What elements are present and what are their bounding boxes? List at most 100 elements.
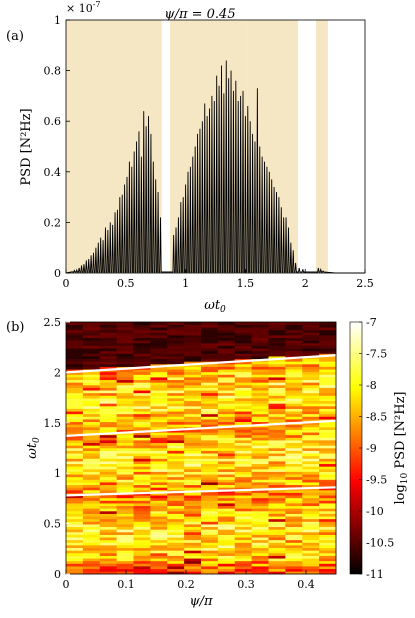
heatmap-cell xyxy=(167,421,185,425)
heatmap-cell xyxy=(167,461,185,465)
heatmap-cell xyxy=(133,374,151,378)
heatmap-cell xyxy=(66,526,84,530)
heatmap-cell xyxy=(99,513,117,517)
heatmap-cell xyxy=(82,379,101,383)
heatmap-cell xyxy=(217,487,236,491)
heatmap-cell xyxy=(251,398,269,402)
heatmap-cell xyxy=(82,329,101,333)
heatmap-cell xyxy=(99,411,117,415)
heatmap-cell xyxy=(150,329,168,333)
heatmap-cell xyxy=(285,539,303,543)
heatmap-cell xyxy=(302,379,320,383)
heatmap-cell xyxy=(133,379,151,383)
heatmap-cell xyxy=(184,356,202,360)
heatmap-cell xyxy=(217,476,236,480)
heatmap-cell xyxy=(251,568,269,572)
heatmap-cell xyxy=(268,385,286,388)
heatmap-cell xyxy=(201,411,219,415)
heatmap-cell xyxy=(150,560,168,564)
heatmap-cell xyxy=(150,335,168,339)
heatmap-cell xyxy=(319,398,337,402)
heatmap-cell xyxy=(150,503,168,507)
heatmap-cell xyxy=(66,500,84,504)
heatmap-cell xyxy=(66,424,84,428)
heatmap-cell xyxy=(268,545,286,549)
heatmap-cell xyxy=(268,356,286,360)
heatmap-cell xyxy=(201,482,219,486)
heatmap-cell xyxy=(150,532,168,535)
heatmap-cell xyxy=(133,434,151,438)
heatmap-cell xyxy=(150,474,168,478)
heatmap-cell xyxy=(82,434,101,438)
y-tick-label: 2 xyxy=(54,366,61,379)
heatmap-cell xyxy=(217,432,236,436)
white-boundary-line xyxy=(65,354,337,374)
heatmap-cell xyxy=(133,332,151,336)
heatmap-cell xyxy=(150,322,168,325)
heatmap-cell xyxy=(234,369,252,373)
heatmap-cell xyxy=(66,495,84,499)
heatmap-cell xyxy=(201,461,219,465)
heatmap-cell xyxy=(234,450,252,454)
heatmap-cell xyxy=(217,545,236,549)
heatmap-cell xyxy=(201,374,219,378)
heatmap-cell xyxy=(82,505,101,509)
heatmap-cell xyxy=(268,455,286,459)
heatmap-cell xyxy=(184,487,202,491)
heatmap-cell xyxy=(285,332,303,336)
heatmap-cell xyxy=(99,448,117,451)
heatmap-cell xyxy=(99,508,117,512)
heatmap-cell xyxy=(150,337,168,341)
heatmap-cell xyxy=(201,529,219,533)
heatmap-cell xyxy=(167,340,185,344)
heatmap-cell xyxy=(234,392,252,396)
x-tick-label: 1.5 xyxy=(237,277,255,290)
heatmap-cell xyxy=(201,524,219,528)
heatmap-cell xyxy=(116,332,134,336)
heatmap-cell xyxy=(66,476,84,480)
heatmap-cell xyxy=(268,471,286,475)
heatmap-cell xyxy=(184,366,202,370)
heatmap-cell xyxy=(167,524,185,528)
heatmap-cell xyxy=(150,440,168,444)
heatmap-cell xyxy=(285,463,303,467)
heatmap-cell xyxy=(116,377,134,381)
heatmap-cell xyxy=(251,571,269,575)
heatmap-cell xyxy=(82,566,101,570)
heatmap-cell xyxy=(133,369,151,373)
heatmap-cell xyxy=(133,545,151,549)
heatmap-cell xyxy=(234,442,252,446)
heatmap-cell xyxy=(150,518,168,522)
heatmap-cell xyxy=(184,537,202,541)
heatmap-cell xyxy=(99,560,117,564)
heatmap-cell xyxy=(116,534,134,538)
heatmap-cell xyxy=(201,403,219,407)
heatmap-cell xyxy=(167,337,185,341)
heatmap-cell xyxy=(150,350,168,354)
heatmap-cell xyxy=(217,513,236,517)
heatmap-cell xyxy=(133,395,151,399)
heatmap-cell xyxy=(302,403,320,407)
heatmap-cell xyxy=(133,471,151,475)
heatmap-cell xyxy=(99,500,117,504)
panel-b: (b) 0 0.1 0.2 0.3 0.4 00.511.522.5 ψ/π ωt0 -… xyxy=(6,316,410,609)
heatmap-cell xyxy=(251,495,269,499)
heatmap-cell xyxy=(201,505,219,509)
heatmap-cell xyxy=(201,558,219,562)
heatmap-cell xyxy=(302,427,320,430)
heatmap-cell xyxy=(133,479,151,483)
heatmap-cell xyxy=(116,445,134,449)
heatmap-cell xyxy=(251,500,269,504)
heatmap-cell xyxy=(150,374,168,378)
heatmap-cell xyxy=(217,335,236,339)
heatmap-cell xyxy=(99,568,117,572)
heatmap-cell xyxy=(234,505,252,509)
heatmap-cell xyxy=(184,476,202,480)
heatmap-cell xyxy=(167,411,185,415)
heatmap-cell xyxy=(285,455,303,459)
heatmap-cell xyxy=(116,529,134,533)
heatmap-cell xyxy=(251,361,269,365)
heatmap-cell xyxy=(116,345,134,349)
heatmap-cell xyxy=(268,461,286,465)
heatmap-cell xyxy=(82,385,101,388)
